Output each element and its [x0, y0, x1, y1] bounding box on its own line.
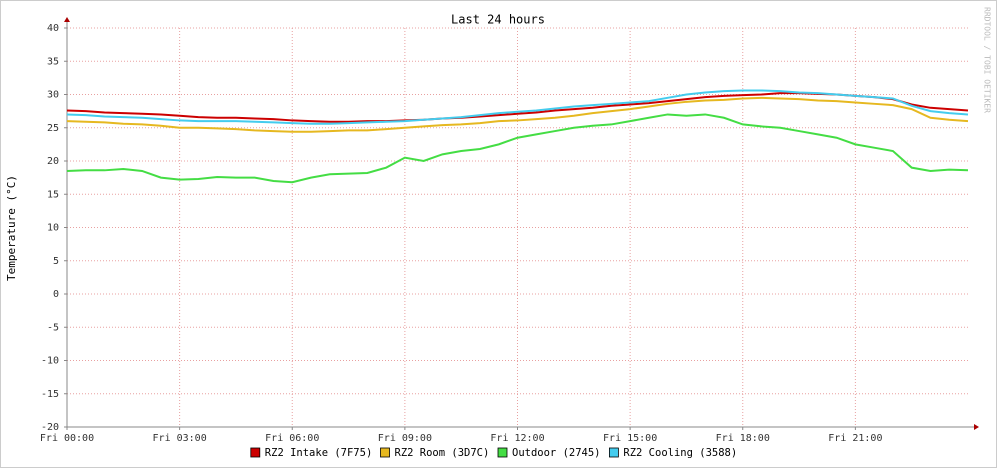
- x-tick-label: Fri 00:00: [40, 433, 94, 444]
- legend-swatch: [250, 447, 261, 458]
- y-tick-label: 25: [47, 123, 59, 134]
- x-tick-label: Fri 18:00: [716, 433, 770, 444]
- chart-title: Last 24 hours: [451, 13, 545, 27]
- x-tick-label: Fri 03:00: [153, 433, 207, 444]
- series-line: [66, 96, 969, 133]
- x-tick-label: Fri 09:00: [378, 433, 432, 444]
- series-line: [66, 89, 969, 125]
- y-tick-label: 40: [47, 23, 59, 34]
- x-tick-label: Fri 06:00: [265, 433, 319, 444]
- y-axis-label: Temperature (°C): [5, 175, 18, 281]
- legend-label: RZ2 Room (3D7C): [395, 447, 490, 459]
- y-tick-label: -15: [41, 389, 59, 400]
- x-tick-label: Fri 15:00: [603, 433, 657, 444]
- legend-label: RZ2 Cooling (3588): [623, 447, 737, 459]
- y-tick-label: 30: [47, 90, 59, 101]
- legend-swatch: [380, 447, 390, 458]
- x-tick-label: Fri 21:00: [828, 433, 882, 444]
- y-tick-label: 35: [47, 56, 59, 67]
- x-axis-arrow: [974, 424, 979, 430]
- y-tick-label: -5: [47, 322, 59, 333]
- y-tick-label: 5: [53, 256, 59, 267]
- y-axis-arrow: [64, 17, 70, 22]
- y-tick-label: 10: [47, 223, 59, 234]
- y-tick-label: -10: [41, 356, 59, 367]
- y-tick-label: 0: [53, 289, 59, 300]
- legend-label: Outdoor (2745): [512, 447, 601, 459]
- legend-label: RZ2 Intake (7F75): [265, 447, 372, 459]
- y-tick-label: 20: [47, 156, 59, 167]
- series-line: [66, 113, 969, 184]
- x-tick-label: Fri 12:00: [490, 433, 544, 444]
- legend-swatch: [497, 447, 508, 458]
- legend-swatch: [609, 447, 619, 458]
- watermark: RRDTOOL / TOBI OETIKER: [983, 7, 992, 113]
- y-tick-label: 15: [47, 189, 59, 200]
- y-tick-label: -20: [41, 422, 59, 433]
